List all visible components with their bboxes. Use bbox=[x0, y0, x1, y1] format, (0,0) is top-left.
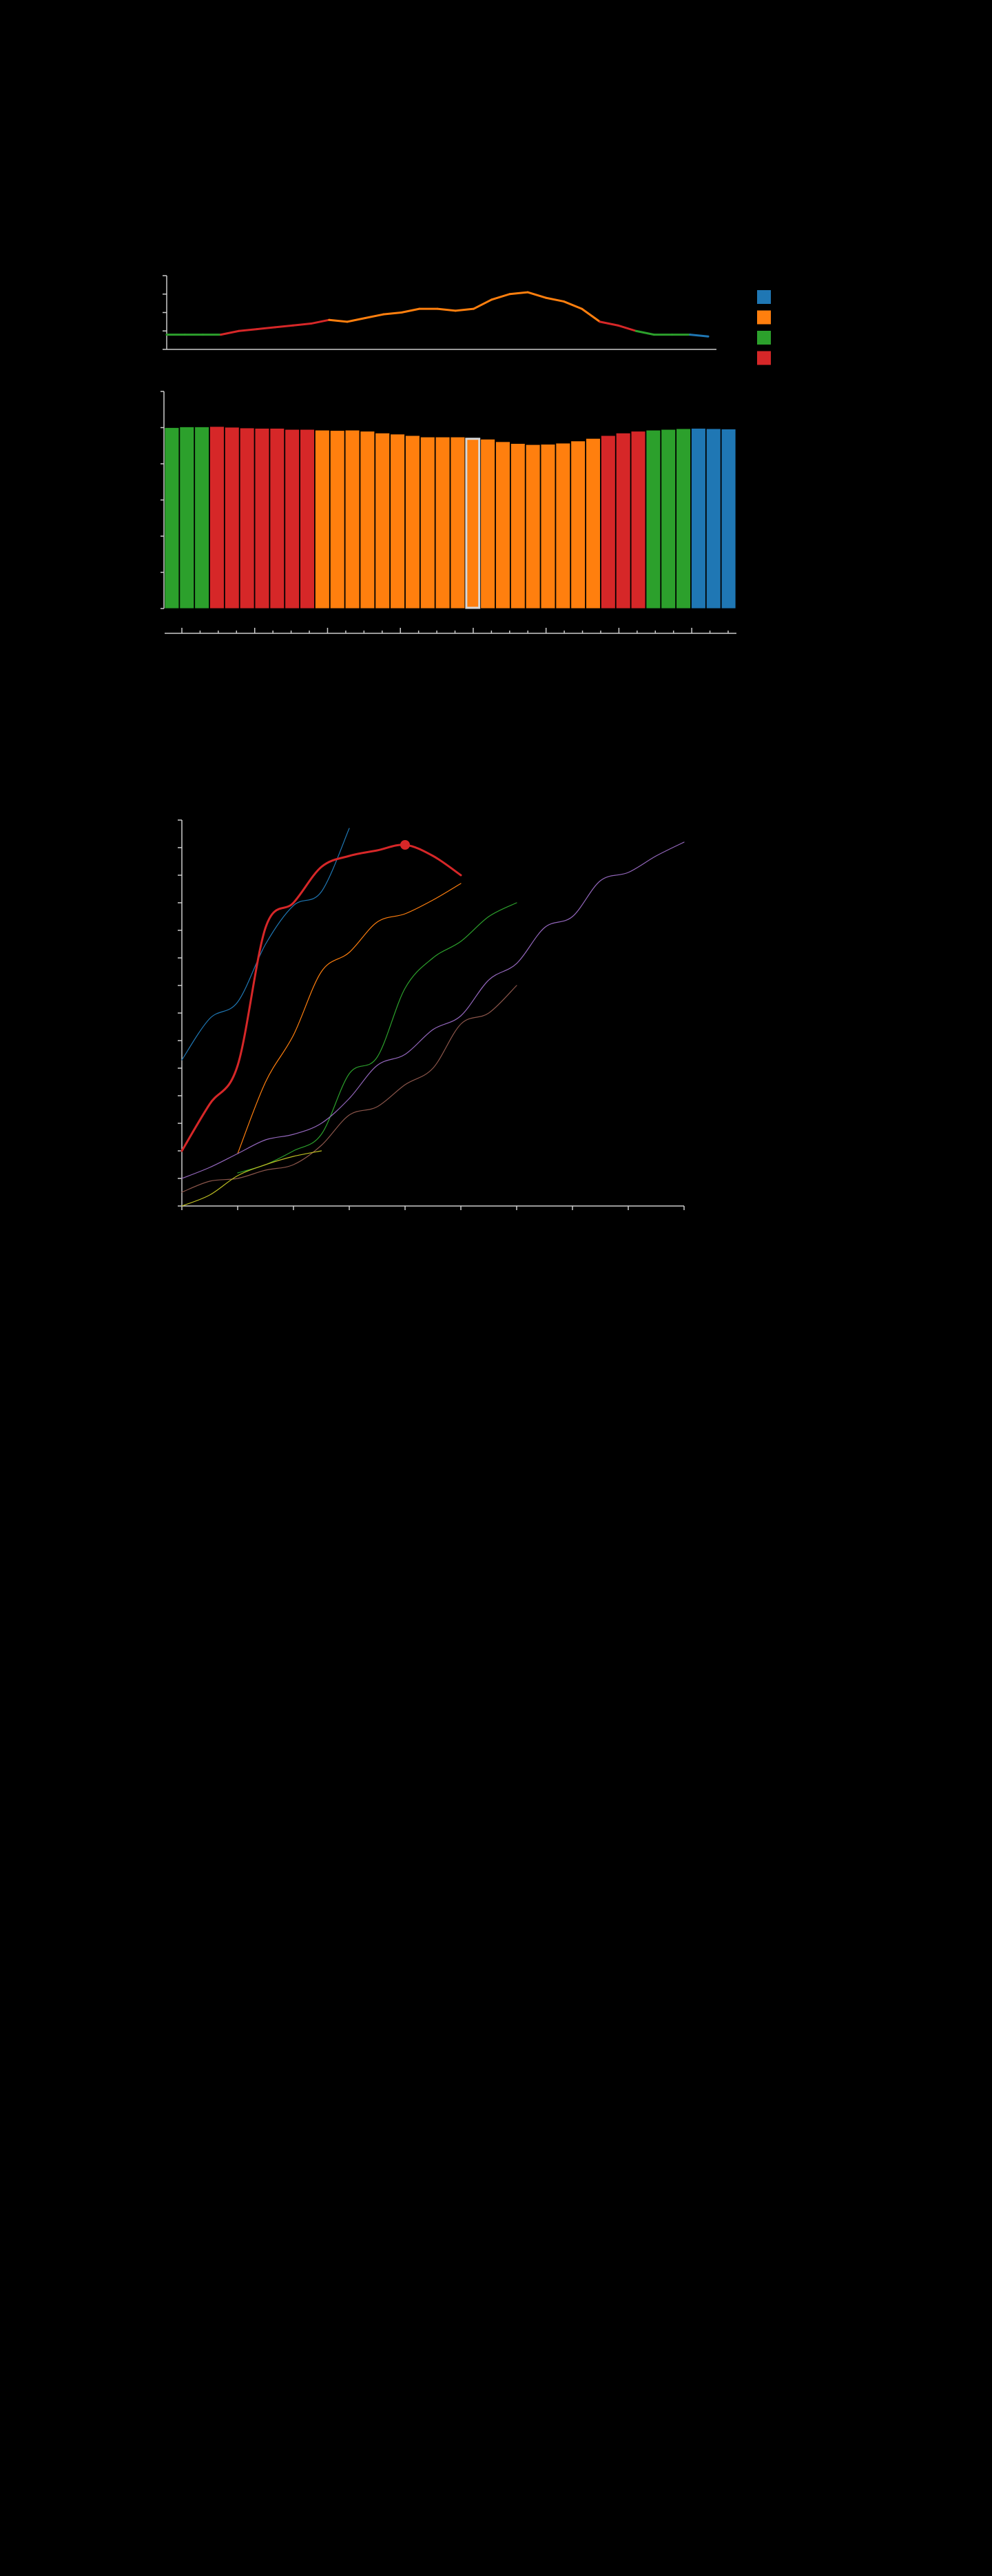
series-line bbox=[181, 985, 517, 1193]
series-line bbox=[180, 844, 462, 1152]
bar bbox=[360, 431, 375, 609]
bar bbox=[510, 443, 526, 609]
bar bbox=[420, 436, 435, 609]
series-marker bbox=[400, 840, 410, 850]
legend-swatch bbox=[757, 331, 771, 345]
series-line bbox=[181, 828, 350, 1061]
legend-swatch bbox=[757, 290, 771, 304]
bar bbox=[555, 442, 571, 609]
bar bbox=[209, 426, 225, 609]
bar bbox=[495, 441, 510, 609]
bar bbox=[164, 427, 180, 609]
line-segment bbox=[689, 334, 710, 338]
bar bbox=[269, 428, 285, 609]
series-line bbox=[181, 1150, 322, 1207]
line-segment bbox=[634, 329, 655, 336]
highlighted-bar-outline bbox=[465, 438, 481, 609]
legend bbox=[757, 290, 771, 365]
bar bbox=[224, 427, 240, 609]
bar bbox=[601, 435, 616, 609]
line-segment bbox=[291, 323, 313, 327]
bar bbox=[344, 429, 360, 609]
bar bbox=[630, 431, 646, 609]
line-segment bbox=[328, 318, 349, 323]
bar bbox=[329, 430, 345, 609]
line-segment bbox=[526, 291, 547, 299]
bar bbox=[615, 432, 631, 609]
bar bbox=[721, 429, 736, 609]
line-segment bbox=[454, 307, 475, 312]
line-segment bbox=[472, 298, 493, 310]
bar bbox=[465, 438, 481, 609]
legend-swatch bbox=[757, 310, 771, 325]
top-line-chart bbox=[163, 275, 716, 350]
line-segment bbox=[617, 324, 637, 332]
line-segment bbox=[544, 296, 565, 303]
bar-chart bbox=[161, 391, 736, 634]
bar bbox=[661, 429, 676, 609]
line-segment bbox=[599, 320, 619, 327]
line-segment bbox=[490, 293, 511, 301]
line-segment bbox=[346, 317, 366, 323]
multi-line-chart bbox=[178, 819, 685, 1210]
bar bbox=[705, 428, 721, 609]
bar bbox=[375, 432, 391, 609]
bar bbox=[691, 428, 706, 609]
bar bbox=[480, 438, 495, 609]
line-segment bbox=[508, 291, 529, 296]
line-segment bbox=[273, 324, 294, 329]
bar bbox=[435, 436, 451, 609]
bar bbox=[405, 435, 420, 609]
bar bbox=[525, 444, 541, 609]
bar bbox=[239, 427, 255, 609]
line-segment bbox=[310, 318, 331, 325]
bar bbox=[570, 440, 586, 609]
bar bbox=[315, 429, 330, 609]
bar bbox=[300, 429, 315, 609]
bar bbox=[676, 428, 691, 609]
legend-swatch bbox=[757, 351, 771, 365]
series-line bbox=[237, 883, 462, 1154]
line-segment bbox=[238, 328, 258, 332]
bar bbox=[390, 433, 405, 609]
line-segment bbox=[220, 329, 240, 336]
line-segment bbox=[382, 311, 403, 316]
bar bbox=[285, 429, 300, 609]
series-line bbox=[237, 902, 517, 1174]
line-segment bbox=[256, 326, 276, 331]
line-segment bbox=[436, 307, 457, 312]
line-segment bbox=[562, 300, 583, 310]
bar bbox=[254, 428, 270, 609]
bar bbox=[586, 438, 601, 609]
line-segment bbox=[400, 307, 421, 314]
bar bbox=[194, 427, 209, 609]
line-segment bbox=[364, 313, 384, 320]
bar bbox=[179, 427, 195, 609]
series-line bbox=[181, 841, 685, 1179]
line-segment bbox=[581, 307, 601, 323]
bar bbox=[645, 429, 661, 609]
bar bbox=[450, 436, 466, 609]
bar bbox=[540, 444, 556, 609]
